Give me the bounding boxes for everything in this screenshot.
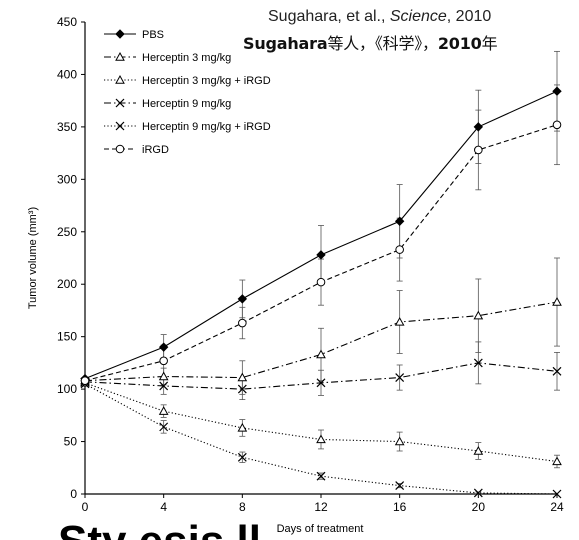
x-tick-label: 12 xyxy=(314,500,328,514)
legend-marker xyxy=(115,144,125,154)
y-tick-label: 200 xyxy=(57,277,77,291)
chart-legend: PBS Herceptin 3 mg/kg Herceptin 3 mg/kg + … xyxy=(104,29,271,156)
error-bars xyxy=(160,50,560,495)
x-marker-stroke xyxy=(473,358,483,368)
data-point xyxy=(158,371,169,381)
citation-year-suffix: 年 xyxy=(481,34,498,53)
x-marker-stroke xyxy=(316,471,326,481)
legend-entry: Herceptin 3 mg/kg xyxy=(142,52,231,64)
x-marker-stroke xyxy=(395,373,405,382)
y-tick-label: 400 xyxy=(57,67,77,81)
x-tick-label: 20 xyxy=(472,500,486,514)
data-point xyxy=(237,452,247,462)
legend-marker xyxy=(115,74,125,84)
data-point xyxy=(552,86,562,96)
data-point xyxy=(473,445,484,455)
citation-line: Sugahara, et al., Science, 2010 xyxy=(268,8,491,26)
citation-author: Sugahara xyxy=(243,34,328,53)
x-marker-stroke xyxy=(237,384,247,394)
data-point xyxy=(473,122,484,132)
y-tick-label: 0 xyxy=(70,487,77,501)
data-point xyxy=(473,488,483,498)
legend-marker xyxy=(115,51,125,61)
citation-translated-text: 等人，《科学》， xyxy=(327,34,438,53)
data-point xyxy=(316,471,326,481)
data-point xyxy=(237,372,248,382)
legend-entry: PBS xyxy=(142,29,164,41)
x-marker-stroke xyxy=(115,121,125,131)
x-axis-label: Days of treatment xyxy=(277,523,364,535)
x-marker-stroke xyxy=(159,381,169,391)
x-marker-stroke xyxy=(473,488,483,498)
x-tick-label: 8 xyxy=(239,500,246,514)
data-point xyxy=(158,342,169,352)
data-point xyxy=(473,310,484,320)
legend-entry: Herceptin 9 mg/kg xyxy=(142,98,231,110)
x-tick-label: 4 xyxy=(160,500,167,514)
y-tick-label: 300 xyxy=(57,172,77,186)
data-point xyxy=(394,436,405,446)
data-point xyxy=(552,456,562,466)
y-tick-label: 150 xyxy=(57,330,77,344)
series-markers xyxy=(80,86,562,499)
data-point xyxy=(474,145,483,155)
y-tick-label: 250 xyxy=(57,225,77,239)
x-marker-stroke xyxy=(395,481,405,491)
chart-axes: 0 50 100 150 200 250 300 350 400 450 0 4 8 12 16 20 24 xyxy=(57,15,564,514)
citation-suffix: , 2010 xyxy=(446,8,492,25)
citation-year: 2010 xyxy=(437,34,482,53)
data-point xyxy=(552,297,562,306)
data-point xyxy=(80,376,90,386)
data-point xyxy=(316,434,326,444)
x-marker-stroke xyxy=(159,422,169,432)
y-tick-label: 450 xyxy=(57,15,77,29)
data-point xyxy=(238,318,247,328)
data-point xyxy=(552,120,562,130)
data-point xyxy=(159,422,169,432)
data-point xyxy=(395,373,405,382)
data-point xyxy=(159,381,169,391)
y-tick-label: 350 xyxy=(57,120,77,134)
data-point xyxy=(237,422,248,432)
x-marker-stroke xyxy=(552,366,562,376)
x-marker-stroke xyxy=(237,452,247,462)
legend-entry: iRGD xyxy=(142,144,169,156)
citation-journal: Science xyxy=(389,8,447,25)
x-marker-stroke xyxy=(115,98,125,108)
data-point xyxy=(316,277,326,287)
legend-entry: Herceptin 3 mg/kg + iRGD xyxy=(142,75,271,87)
data-point xyxy=(394,316,405,326)
data-point xyxy=(395,481,405,491)
legend-marker xyxy=(115,29,125,39)
legend-marker xyxy=(115,98,125,108)
y-axis-label: Tumor volume (mm³) xyxy=(27,207,39,309)
y-tick-label: 50 xyxy=(64,435,78,449)
x-tick-label: 24 xyxy=(550,500,564,514)
legend-entry: Herceptin 9 mg/kg + iRGD xyxy=(142,121,271,133)
legend-marker xyxy=(115,121,125,131)
x-tick-label: 16 xyxy=(393,500,407,514)
x-tick-label: 0 xyxy=(82,500,89,514)
bottom-partial-heading: Sty esis ll xyxy=(58,520,261,540)
y-tick-label: 100 xyxy=(57,382,77,396)
data-point xyxy=(316,250,326,260)
data-point xyxy=(473,358,483,368)
data-point xyxy=(395,245,404,254)
data-point xyxy=(237,294,248,304)
x-marker-stroke xyxy=(552,489,562,499)
bottom-cropped-text: Sty esis ll xyxy=(0,520,579,540)
citation-prefix: Sugahara, et al., xyxy=(268,8,390,25)
citation-line-translated: Sugahara等人，《科学》，2010年 xyxy=(243,30,498,54)
x-marker-stroke xyxy=(316,378,326,388)
data-point xyxy=(316,378,326,388)
data-point xyxy=(316,349,326,359)
data-point xyxy=(158,406,169,415)
data-point xyxy=(552,366,562,376)
data-point xyxy=(159,356,168,366)
data-point xyxy=(237,384,247,394)
data-point xyxy=(552,489,562,499)
data-point xyxy=(394,216,405,226)
